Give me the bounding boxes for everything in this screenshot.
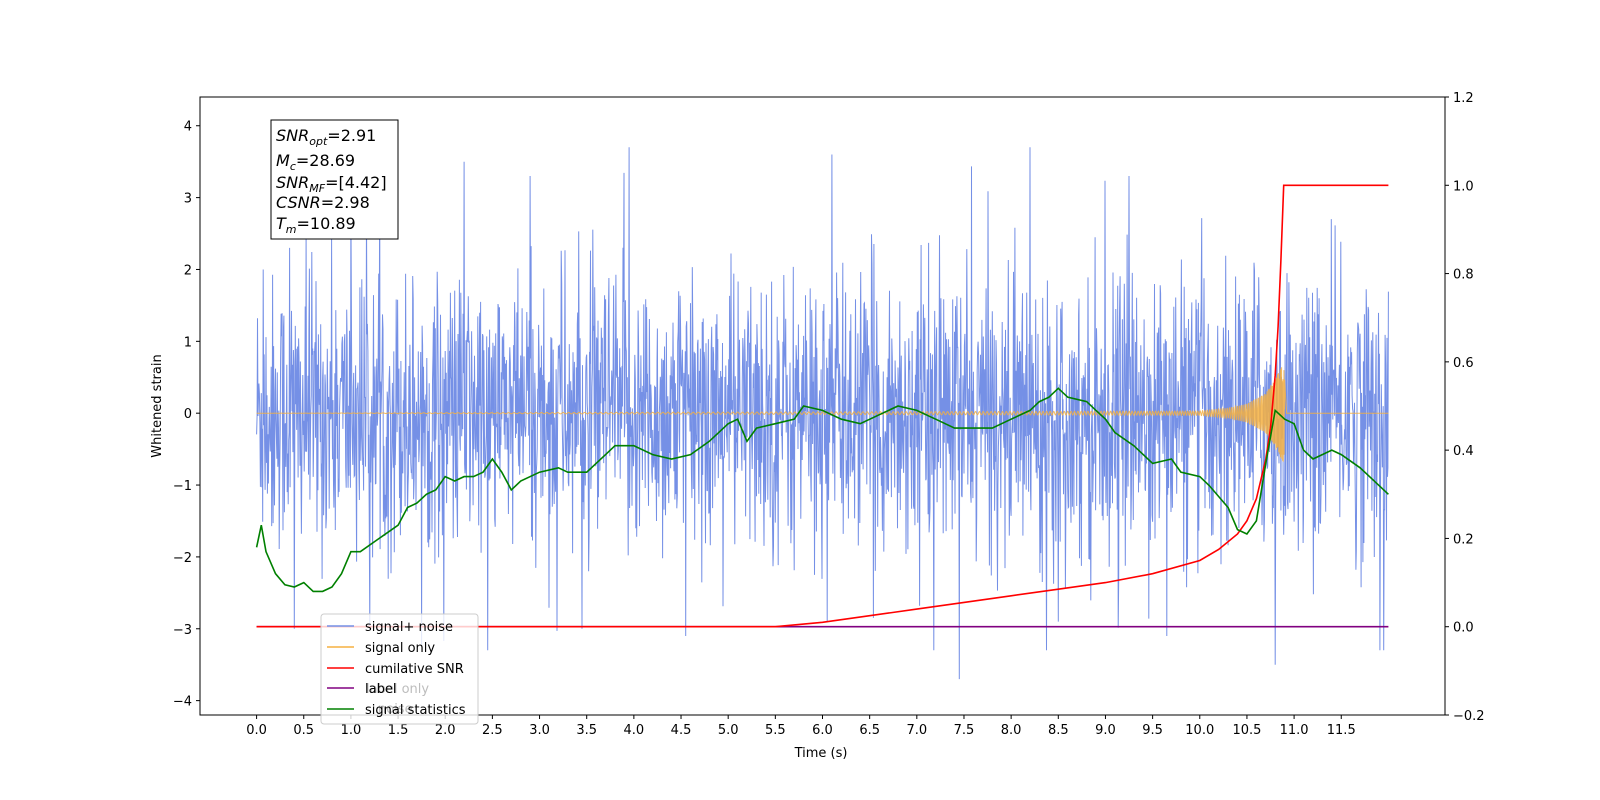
legend-ghost-noise: noise bbox=[378, 702, 413, 717]
legend-ghost-label-only: label only bbox=[366, 682, 429, 697]
y-tick-label: −4 bbox=[173, 695, 192, 710]
x-tick-label: 7.5 bbox=[954, 723, 975, 738]
x-tick-label: 9.5 bbox=[1142, 723, 1163, 738]
y-tick-label: 1 bbox=[184, 335, 192, 350]
info-snr-mf: SNRMF=[4.42] bbox=[276, 173, 387, 195]
x-tick-label: 4.5 bbox=[671, 723, 692, 738]
x-tick-label: 6.0 bbox=[812, 723, 833, 738]
y2-tick-label: 0.8 bbox=[1453, 268, 1474, 283]
y2-tick-label: 1.2 bbox=[1453, 91, 1474, 106]
signal-noise-line bbox=[256, 147, 1389, 680]
x-tick-label: 1.0 bbox=[341, 723, 362, 738]
signal-noise-series bbox=[256, 147, 1389, 680]
x-tick-label: 11.0 bbox=[1280, 723, 1309, 738]
x-tick-label: 3.0 bbox=[529, 723, 550, 738]
y2-tick-label: 0.4 bbox=[1453, 444, 1474, 459]
x-tick-label: 7.0 bbox=[906, 723, 927, 738]
legend-label-label: label bbox=[365, 682, 396, 697]
x-tick-label: 8.0 bbox=[1001, 723, 1022, 738]
x-tick-label: 1.5 bbox=[388, 723, 409, 738]
signal-only-series bbox=[256, 367, 1389, 462]
x-tick-label: 3.5 bbox=[576, 723, 597, 738]
x-tick-label: 4.0 bbox=[624, 723, 645, 738]
y-tick-label: 3 bbox=[184, 192, 192, 207]
y-axis-right: 1.2 1.0 0.8 0.6 0.4 0.2 0.0 −0.2 bbox=[1445, 91, 1485, 724]
legend-label-signal-only: signal only bbox=[365, 641, 435, 656]
info-snr-opt: SNRopt=2.91 bbox=[276, 126, 376, 148]
y-tick-label: −2 bbox=[173, 551, 192, 566]
x-tick-label: 5.5 bbox=[765, 723, 786, 738]
y-axis-left: 4 3 2 1 0 −1 −2 −3 −4 bbox=[173, 120, 200, 710]
signal-statistics-line bbox=[255, 387, 1389, 593]
y-tick-label: 0 bbox=[184, 407, 192, 422]
legend-label-cumulative-snr: cumilative SNR bbox=[365, 662, 464, 677]
legend-label-signal-statistics: signal statistics bbox=[365, 703, 466, 718]
x-tick-label: 0.5 bbox=[293, 723, 314, 738]
y2-tick-label: 0.0 bbox=[1453, 621, 1474, 636]
y2-tick-label: −0.2 bbox=[1453, 709, 1485, 724]
y2-tick-label: 0.6 bbox=[1453, 356, 1474, 371]
y-tick-label: 2 bbox=[184, 263, 192, 278]
x-tick-label: 2.5 bbox=[482, 723, 503, 738]
cumulative-snr-line bbox=[256, 184, 1389, 628]
x-axis: 0.0 0.5 1.0 1.5 2.0 2.5 3.0 3.5 4.0 4.5 5.0 5.5 6.0 6… bbox=[246, 715, 1356, 738]
legend: label only noise signal+ noise signal on… bbox=[320, 613, 479, 725]
x-tick-label: 8.5 bbox=[1048, 723, 1069, 738]
x-tick-label: 5.0 bbox=[718, 723, 739, 738]
y-tick-label: −1 bbox=[173, 479, 192, 494]
info-tm: Tm=10.89 bbox=[276, 214, 356, 236]
x-axis-label: Time (s) bbox=[794, 746, 848, 761]
y-tick-label: −3 bbox=[173, 623, 192, 638]
legend-label-signal-noise: signal+ noise bbox=[365, 620, 453, 635]
x-tick-label: 11.5 bbox=[1327, 723, 1356, 738]
y-tick-label: 4 bbox=[184, 120, 192, 135]
info-box-frame bbox=[270, 119, 399, 240]
info-mc: Mc=28.69 bbox=[276, 151, 355, 173]
y2-tick-label: 1.0 bbox=[1453, 179, 1474, 194]
x-tick-label: 10.5 bbox=[1232, 723, 1261, 738]
x-tick-label: 9.0 bbox=[1095, 723, 1116, 738]
info-box: SNRopt=2.91 Mc=28.69 SNRMF=[4.42] CSNR=2… bbox=[270, 119, 399, 240]
y-axis-label: Whitened strain bbox=[150, 354, 165, 457]
signal-only-line bbox=[256, 367, 1389, 462]
x-tick-label: 10.0 bbox=[1185, 723, 1214, 738]
x-tick-label: 0.0 bbox=[246, 723, 267, 738]
legend-frame bbox=[320, 613, 479, 725]
x-tick-label: 6.5 bbox=[859, 723, 880, 738]
info-csnr: CSNR=2.98 bbox=[276, 193, 370, 212]
x-tick-label: 2.0 bbox=[435, 723, 456, 738]
y2-tick-label: 0.2 bbox=[1453, 532, 1474, 547]
